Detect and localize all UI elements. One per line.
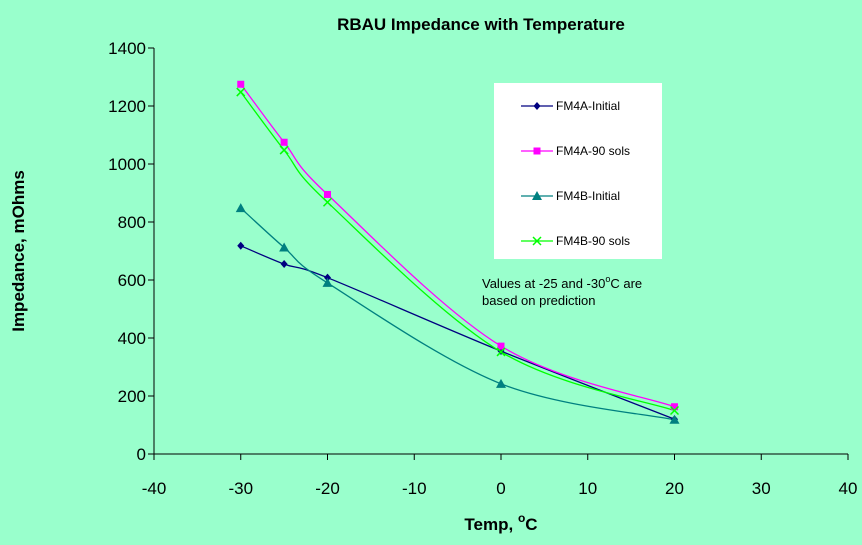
legend: FM4A-Initial FM4A-90 sols FM4B-Initial FM4B… [494, 83, 662, 259]
data-point-fm4a-90-sols [497, 342, 505, 350]
y-tick-label: 0 [137, 445, 146, 464]
data-point-fm4a-90-sols [280, 138, 288, 146]
legend-marker-fm4b-initial [532, 191, 542, 200]
data-point-fm4b-initial [496, 378, 506, 388]
ticks: 0 200 400 600 800 1000 1200 1400 -40 -30 -20 -10 0 10… [108, 39, 857, 498]
legend-label: FM4A-Initial [556, 99, 620, 113]
series-line-fm4a-90-sols [240, 83, 675, 408]
legend-label: FM4B-Initial [556, 189, 620, 203]
x-tick-label: 40 [839, 479, 858, 498]
x-tick-label: 30 [752, 479, 771, 498]
data-point-fm4b-90-sols [322, 197, 333, 207]
x-axis-label-degree: o [518, 511, 525, 525]
legend-marker-fm4b-90-sols [532, 236, 542, 246]
y-tick-label: 1000 [108, 155, 146, 174]
legend-item-fm4b-initial: FM4B-Initial [521, 189, 620, 203]
x-tick-label: -40 [142, 479, 167, 498]
data-point-fm4a-initial [280, 260, 288, 269]
legend-item-fm4a-90-sols: FM4A-90 sols [521, 144, 630, 158]
data-point-fm4b-initial [279, 242, 290, 252]
data-point-fm4a-initial [324, 273, 331, 282]
x-tick-label: -20 [315, 479, 340, 498]
plot-area: 0 200 400 600 800 1000 1200 1400 -40 -30 -20 -10 0 10… [108, 39, 857, 498]
annotation: Values at -25 and -30oC are based on pre… [482, 274, 642, 308]
data-point-fm4b-90-sols [496, 347, 506, 357]
x-tick-label: -10 [402, 479, 427, 498]
legend-marker-fm4a-90-sols [533, 147, 541, 155]
data-point-fm4a-initial [237, 241, 245, 250]
x-axis-label: Temp, oC [464, 511, 537, 534]
data-point-fm4b-initial [235, 203, 246, 213]
legend-item-fm4a-initial: FM4A-Initial [521, 99, 620, 113]
annotation-line-1: Values at -25 and -30oC are [482, 274, 642, 291]
series-markers [235, 80, 680, 424]
data-point-fm4a-90-sols [237, 80, 245, 88]
x-tick-label: -30 [228, 479, 253, 498]
annotation-line-2: based on prediction [482, 293, 595, 308]
x-axis-label-unit: C [525, 515, 537, 534]
data-point-fm4b-initial [669, 414, 680, 424]
y-tick-label: 800 [118, 213, 146, 232]
legend-box [494, 83, 662, 259]
x-tick-label: 20 [665, 479, 684, 498]
y-tick-label: 600 [118, 271, 146, 290]
y-axis-label: Impedance, mOhms [9, 170, 28, 332]
legend-label: FM4B-90 sols [556, 234, 630, 248]
data-point-fm4b-90-sols [669, 405, 680, 416]
y-tick-label: 200 [118, 387, 146, 406]
x-axis-label-text: Temp, [464, 515, 518, 534]
legend-label: FM4A-90 sols [556, 144, 630, 158]
data-point-fm4a-90-sols [324, 190, 331, 198]
data-point-fm4b-90-sols [236, 87, 246, 97]
data-point-fm4a-90-sols [671, 403, 678, 411]
x-tick-label: 10 [578, 479, 597, 498]
y-tick-label: 1200 [108, 97, 146, 116]
chart-title: RBAU Impedance with Temperature [337, 15, 625, 34]
y-tick-label: 400 [118, 329, 146, 348]
legend-marker-fm4a-initial [533, 102, 541, 110]
y-tick-label: 1400 [108, 39, 146, 58]
x-tick-label: 0 [496, 479, 505, 498]
data-point-fm4b-initial [322, 277, 333, 287]
data-point-fm4b-90-sols [279, 145, 289, 155]
legend-item-fm4b-90-sols: FM4B-90 sols [521, 234, 630, 248]
